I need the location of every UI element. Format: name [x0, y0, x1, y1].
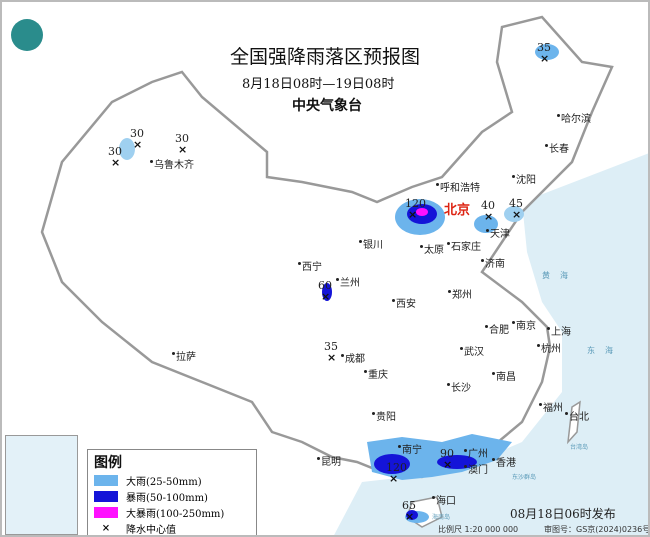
issue-time: 08月18日06时发布 — [510, 507, 616, 521]
city-label: 台北 — [565, 412, 589, 424]
legend-swatch — [94, 490, 118, 502]
legend: 图例 大雨(25-50mm) 暴雨(50-100mm) 大暴雨(100-250m… — [87, 449, 257, 536]
precip-center-value: 30 — [175, 132, 189, 145]
sea-label: 黄海 — [542, 271, 578, 280]
precip-center-value: 45 — [509, 197, 523, 210]
map-review-number: 审图号：GS京(2024)0236号 — [544, 525, 650, 534]
city-label: 南宁 — [398, 445, 422, 457]
map-subtitle: 8月18日08时—19日08时 — [242, 77, 395, 92]
map-scale: 比例尺 1:20 000 000 — [438, 525, 519, 534]
city-label: 长春 — [545, 144, 569, 156]
city-label: 南京 — [512, 321, 536, 333]
legend-item: 暴雨(50-100mm) — [94, 488, 250, 504]
city-label: 太原 — [420, 245, 444, 257]
rain-area-heavy-rain — [119, 138, 135, 160]
legend-swatch — [94, 506, 118, 518]
cma-logo — [11, 19, 43, 51]
city-label: 沈阳 — [512, 175, 536, 187]
city-label: 哈尔滨 — [557, 114, 591, 126]
city-label: 成都 — [341, 354, 365, 366]
city-label: 呼和浩特 — [436, 183, 480, 195]
city-label: 上海 — [547, 327, 571, 339]
city-label: 西安 — [392, 299, 416, 311]
city-label: 郑州 — [448, 290, 472, 302]
city-label: 重庆 — [364, 370, 388, 382]
south-china-sea-inset — [5, 435, 78, 535]
rain-area-heavy-rain — [535, 44, 559, 60]
precip-center-value: 35 — [324, 340, 338, 353]
cross-icon: × — [327, 351, 337, 364]
cross-icon: × — [133, 138, 143, 151]
cross-icon: × — [443, 458, 453, 471]
precip-center-value: 60 — [318, 279, 332, 292]
city-label: 广州 — [464, 449, 488, 461]
issuer: 中央气象台 — [292, 98, 362, 114]
city-label: 昆明 — [317, 457, 341, 469]
cross-icon: × — [484, 210, 494, 223]
legend-item: 大暴雨(100-250mm) — [94, 504, 250, 520]
city-label: 长沙 — [447, 383, 471, 395]
cross-icon: × — [512, 208, 522, 221]
legend-item: 大雨(25-50mm) — [94, 472, 250, 488]
cross-icon: × — [101, 522, 111, 534]
city-label: 福州 — [539, 403, 563, 415]
city-label: 海口 — [432, 496, 456, 508]
city-label: 澳门 — [464, 465, 488, 477]
city-label: 济南 — [481, 259, 505, 271]
map-title: 全国强降雨落区预报图 — [230, 46, 421, 68]
legend-label: 暴雨(50-100mm) — [126, 492, 208, 504]
legend-title: 图例 — [94, 455, 122, 471]
precip-center-value: 35 — [537, 41, 551, 54]
sea-label: 东海 — [587, 346, 623, 355]
city-label: 南昌 — [492, 372, 516, 384]
precip-center-value: 65 — [402, 499, 416, 512]
city-label: 合肥 — [485, 325, 509, 337]
rain-area-rainstorm — [374, 454, 410, 474]
city-label: 杭州 — [537, 344, 561, 356]
city-label: 兰州 — [336, 278, 360, 290]
city-label: 乌鲁木齐 — [150, 160, 194, 172]
city-label: 石家庄 — [447, 242, 481, 254]
rain-area-heavy-rainstorm — [416, 208, 428, 216]
cross-icon: × — [321, 290, 331, 303]
rain-area-rainstorm — [322, 283, 332, 301]
cross-icon: × — [389, 472, 399, 485]
legend-label: 大雨(25-50mm) — [126, 476, 202, 488]
city-label: 天津 — [486, 229, 510, 241]
cross-icon: × — [405, 510, 415, 523]
island-label: 东沙群岛 — [512, 474, 537, 481]
precip-center-value: 30 — [130, 127, 144, 140]
precip-center-value: 90 — [440, 447, 454, 460]
legend-swatch — [94, 474, 118, 486]
city-label: 武汉 — [460, 347, 484, 359]
rain-area-rainstorm — [406, 510, 418, 520]
city-label: 北京 — [444, 203, 471, 218]
cross-icon: × — [408, 208, 418, 221]
precip-center-value: 120 — [386, 461, 407, 474]
precip-center-value: 120 — [405, 197, 426, 210]
legend-item: × 降水中心值 — [94, 520, 250, 536]
city-label: 银川 — [359, 240, 383, 252]
rain-area-heavy-rain — [504, 206, 524, 222]
city-label: 贵阳 — [372, 412, 396, 424]
cross-icon: × — [111, 156, 121, 169]
legend-label: 大暴雨(100-250mm) — [126, 508, 225, 520]
legend-label: 降水中心值 — [126, 524, 176, 536]
precip-center-value: 30 — [108, 145, 122, 158]
cross-icon: × — [178, 143, 188, 156]
city-label: 西宁 — [298, 262, 322, 274]
island-label: 海南岛 — [432, 514, 451, 521]
cross-icon: × — [540, 52, 550, 65]
island-label: 台湾岛 — [570, 444, 589, 451]
city-label: 拉萨 — [172, 352, 196, 364]
precip-center-value: 40 — [481, 199, 495, 212]
city-label: 香港 — [492, 458, 516, 470]
